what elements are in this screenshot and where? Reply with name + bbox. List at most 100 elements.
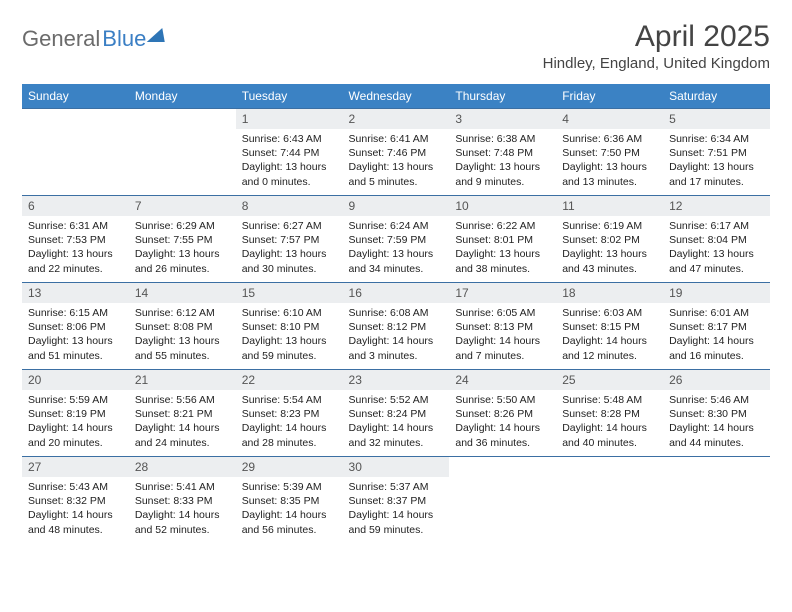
day-number: 28 [129,457,236,477]
calendar-cell: 23Sunrise: 5:52 AMSunset: 8:24 PMDayligh… [343,370,450,457]
day-number: 10 [449,196,556,216]
sunrise-line: Sunrise: 5:48 AM [562,393,657,407]
daylight-line: Daylight: 13 hours and 0 minutes. [242,160,337,188]
calendar-week: 6Sunrise: 6:31 AMSunset: 7:53 PMDaylight… [22,196,770,283]
sunset-line: Sunset: 8:26 PM [455,407,550,421]
sunset-line: Sunset: 8:13 PM [455,320,550,334]
day-number: 9 [343,196,450,216]
day-details: Sunrise: 6:08 AMSunset: 8:12 PMDaylight:… [343,303,450,368]
sunrise-line: Sunrise: 6:22 AM [455,219,550,233]
sunset-line: Sunset: 7:59 PM [349,233,444,247]
sunrise-line: Sunrise: 6:08 AM [349,306,444,320]
daylight-line: Daylight: 13 hours and 30 minutes. [242,247,337,275]
sunrise-line: Sunrise: 6:36 AM [562,132,657,146]
sunset-line: Sunset: 8:35 PM [242,494,337,508]
sunrise-line: Sunrise: 6:10 AM [242,306,337,320]
sunrise-line: Sunrise: 6:03 AM [562,306,657,320]
day-number: 19 [663,283,770,303]
daylight-line: Daylight: 13 hours and 26 minutes. [135,247,230,275]
sunrise-line: Sunrise: 6:01 AM [669,306,764,320]
day-number: 13 [22,283,129,303]
calendar-cell: 14Sunrise: 6:12 AMSunset: 8:08 PMDayligh… [129,283,236,370]
calendar-cell: 9Sunrise: 6:24 AMSunset: 7:59 PMDaylight… [343,196,450,283]
calendar-table: SundayMondayTuesdayWednesdayThursdayFrid… [22,84,770,543]
sunrise-line: Sunrise: 6:29 AM [135,219,230,233]
sunset-line: Sunset: 8:15 PM [562,320,657,334]
day-number: 5 [663,109,770,129]
sunset-line: Sunset: 8:30 PM [669,407,764,421]
day-details: Sunrise: 5:52 AMSunset: 8:24 PMDaylight:… [343,390,450,455]
sunset-line: Sunset: 8:12 PM [349,320,444,334]
calendar-cell [556,457,663,544]
sunset-line: Sunset: 8:08 PM [135,320,230,334]
day-details: Sunrise: 5:39 AMSunset: 8:35 PMDaylight:… [236,477,343,542]
brand-mark-icon [147,28,172,42]
sunrise-line: Sunrise: 5:39 AM [242,480,337,494]
day-header: Sunday [22,84,129,109]
daylight-line: Daylight: 14 hours and 56 minutes. [242,508,337,536]
calendar-cell: 3Sunrise: 6:38 AMSunset: 7:48 PMDaylight… [449,109,556,196]
daylight-line: Daylight: 13 hours and 47 minutes. [669,247,764,275]
daylight-line: Daylight: 13 hours and 43 minutes. [562,247,657,275]
daylight-line: Daylight: 14 hours and 7 minutes. [455,334,550,362]
daylight-line: Daylight: 13 hours and 13 minutes. [562,160,657,188]
sunrise-line: Sunrise: 6:19 AM [562,219,657,233]
calendar-week: 1Sunrise: 6:43 AMSunset: 7:44 PMDaylight… [22,109,770,196]
day-number: 12 [663,196,770,216]
day-details: Sunrise: 6:12 AMSunset: 8:08 PMDaylight:… [129,303,236,368]
day-details: Sunrise: 5:59 AMSunset: 8:19 PMDaylight:… [22,390,129,455]
sunrise-line: Sunrise: 6:38 AM [455,132,550,146]
daylight-line: Daylight: 13 hours and 51 minutes. [28,334,123,362]
sunset-line: Sunset: 7:51 PM [669,146,764,160]
daylight-line: Daylight: 14 hours and 40 minutes. [562,421,657,449]
day-details: Sunrise: 5:43 AMSunset: 8:32 PMDaylight:… [22,477,129,542]
day-number: 18 [556,283,663,303]
day-details: Sunrise: 6:19 AMSunset: 8:02 PMDaylight:… [556,216,663,281]
daylight-line: Daylight: 13 hours and 9 minutes. [455,160,550,188]
sunrise-line: Sunrise: 6:43 AM [242,132,337,146]
day-number: 24 [449,370,556,390]
location-text: Hindley, England, United Kingdom [543,55,770,72]
day-details: Sunrise: 6:17 AMSunset: 8:04 PMDaylight:… [663,216,770,281]
calendar-cell: 12Sunrise: 6:17 AMSunset: 8:04 PMDayligh… [663,196,770,283]
day-header-row: SundayMondayTuesdayWednesdayThursdayFrid… [22,84,770,109]
day-details: Sunrise: 6:36 AMSunset: 7:50 PMDaylight:… [556,129,663,194]
day-details: Sunrise: 6:41 AMSunset: 7:46 PMDaylight:… [343,129,450,194]
title-block: April 2025 Hindley, England, United King… [543,20,770,72]
sunrise-line: Sunrise: 6:15 AM [28,306,123,320]
day-number: 14 [129,283,236,303]
day-details: Sunrise: 6:29 AMSunset: 7:55 PMDaylight:… [129,216,236,281]
day-number: 20 [22,370,129,390]
calendar-cell: 18Sunrise: 6:03 AMSunset: 8:15 PMDayligh… [556,283,663,370]
day-number: 11 [556,196,663,216]
calendar-cell: 19Sunrise: 6:01 AMSunset: 8:17 PMDayligh… [663,283,770,370]
day-details: Sunrise: 6:22 AMSunset: 8:01 PMDaylight:… [449,216,556,281]
page-title: April 2025 [543,20,770,53]
day-details: Sunrise: 5:56 AMSunset: 8:21 PMDaylight:… [129,390,236,455]
calendar-cell: 22Sunrise: 5:54 AMSunset: 8:23 PMDayligh… [236,370,343,457]
sunrise-line: Sunrise: 6:17 AM [669,219,764,233]
day-number: 29 [236,457,343,477]
sunset-line: Sunset: 8:02 PM [562,233,657,247]
daylight-line: Daylight: 14 hours and 36 minutes. [455,421,550,449]
daylight-line: Daylight: 14 hours and 52 minutes. [135,508,230,536]
calendar-cell: 29Sunrise: 5:39 AMSunset: 8:35 PMDayligh… [236,457,343,544]
day-number: 3 [449,109,556,129]
day-number: 7 [129,196,236,216]
calendar-cell: 13Sunrise: 6:15 AMSunset: 8:06 PMDayligh… [22,283,129,370]
day-details: Sunrise: 6:10 AMSunset: 8:10 PMDaylight:… [236,303,343,368]
daylight-line: Daylight: 14 hours and 28 minutes. [242,421,337,449]
daylight-line: Daylight: 13 hours and 59 minutes. [242,334,337,362]
daylight-line: Daylight: 14 hours and 20 minutes. [28,421,123,449]
sunrise-line: Sunrise: 5:52 AM [349,393,444,407]
brand-text-2: Blue [102,26,146,52]
sunset-line: Sunset: 7:55 PM [135,233,230,247]
day-details: Sunrise: 6:27 AMSunset: 7:57 PMDaylight:… [236,216,343,281]
header: GeneralBlue April 2025 Hindley, England,… [22,20,770,72]
calendar-cell: 27Sunrise: 5:43 AMSunset: 8:32 PMDayligh… [22,457,129,544]
day-details: Sunrise: 5:37 AMSunset: 8:37 PMDaylight:… [343,477,450,542]
day-details: Sunrise: 6:15 AMSunset: 8:06 PMDaylight:… [22,303,129,368]
sunset-line: Sunset: 8:23 PM [242,407,337,421]
sunrise-line: Sunrise: 6:41 AM [349,132,444,146]
sunrise-line: Sunrise: 5:41 AM [135,480,230,494]
